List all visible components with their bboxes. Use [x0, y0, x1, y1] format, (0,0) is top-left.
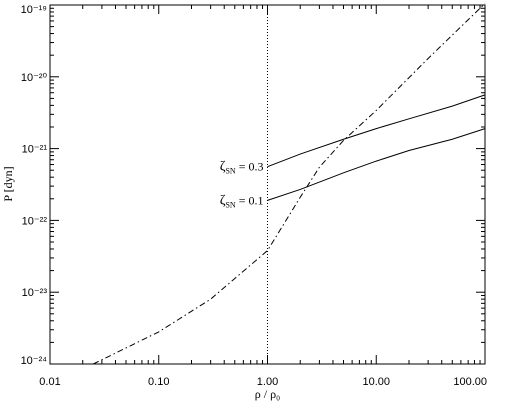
y-tick-label: 10⁻²¹: [22, 144, 48, 156]
series-line-zeta-0-1: [267, 128, 486, 201]
y-tick-label: 10⁻²³: [22, 287, 48, 299]
x-tick-label: 1.00: [257, 376, 278, 388]
x-tick-label: 10.00: [362, 376, 390, 388]
y-tick-label: 10⁻²⁰: [21, 72, 48, 84]
x-axis-title: ρ / ρ₀: [255, 387, 281, 401]
x-tick-labels: 0.01 0.10 1.00 10.00 100.00: [39, 376, 487, 388]
x-tick-label: 0.10: [148, 376, 169, 388]
series-label: ζSN = 0.1: [220, 193, 264, 209]
y-tick-label: 10⁻²⁴: [21, 355, 48, 367]
x-tick-label: 0.01: [39, 376, 60, 388]
x-tick-label: 100.00: [453, 376, 487, 388]
series-line-zeta-0-3: [267, 94, 486, 168]
series-label-subscript: SN: [225, 167, 235, 176]
series-label-symbol: ζ: [220, 193, 226, 208]
series-lines: [93, 3, 486, 365]
major-ticks: [49, 4, 486, 365]
series-label-value: = 0.3: [236, 160, 264, 174]
y-tick-labels: 10⁻²⁴ 10⁻²³ 10⁻²² 10⁻²¹ 10⁻²⁰ 10⁻¹⁹: [21, 4, 48, 367]
series-label-subscript: SN: [225, 200, 235, 209]
series-label: ζSN = 0.3: [220, 160, 264, 176]
y-axis-title: P [dyn]: [1, 166, 15, 201]
series-label-value: = 0.1: [236, 193, 264, 207]
plot-frame: [49, 4, 486, 365]
series-line-dashdot: [93, 3, 486, 365]
y-tick-label: 10⁻²²: [22, 215, 48, 227]
series-label-symbol: ζ: [220, 160, 226, 175]
minor-ticks: [50, 5, 485, 364]
y-tick-label: 10⁻¹⁹: [21, 4, 47, 16]
